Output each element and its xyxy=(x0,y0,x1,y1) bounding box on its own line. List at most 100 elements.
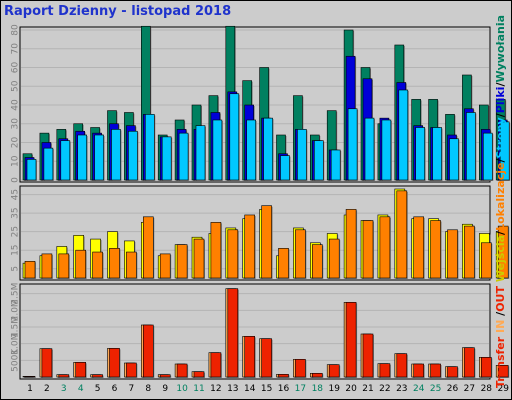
bar-transfer-out-26 xyxy=(447,366,458,378)
bar-visits-lokalizacje-5 xyxy=(92,251,103,279)
x-tick-label-day-26: 26 xyxy=(447,384,459,394)
x-tick-label-day-2: 2 xyxy=(44,384,50,394)
bar-visits-lokalizacje-1 xyxy=(24,261,36,279)
y-tick-label: 35 xyxy=(11,207,21,218)
bar-transfer-out-28 xyxy=(480,357,492,378)
x-tick-label-day-6: 6 xyxy=(112,384,118,394)
bar-visits-lokalizacje-26 xyxy=(447,229,458,279)
bar-visits-lokalizacje-9 xyxy=(159,253,171,279)
bar-hits-strony-25 xyxy=(432,127,442,181)
y-tick-label: 40 xyxy=(11,99,21,111)
bar-visits-lokalizacje-23 xyxy=(396,190,408,279)
bar-hits-strony-20 xyxy=(347,108,358,181)
bar-visits-lokalizacje-15 xyxy=(261,205,272,279)
y-tick-label: 1.5M xyxy=(11,316,21,338)
x-tick-label-day-25: 25 xyxy=(430,384,441,394)
side-legend-item: / xyxy=(494,82,507,87)
y-tick-label: 5 xyxy=(11,266,21,272)
bar-visits-lokalizacje-14 xyxy=(244,214,255,279)
y-tick-label: 45 xyxy=(11,189,21,200)
bar-hits-strony-11 xyxy=(195,125,206,181)
bar-transfer-out-12 xyxy=(210,352,222,378)
x-tick-label-day-17: 17 xyxy=(295,384,306,394)
bar-visits-lokalizacje-16 xyxy=(278,248,289,279)
bar-transfer-out-1 xyxy=(24,376,36,378)
bar-visits-lokalizacje-27 xyxy=(464,225,475,279)
bar-visits-lokalizacje-4 xyxy=(75,249,86,279)
bar-visits-lokalizacje-17 xyxy=(295,229,306,279)
bar-hits-strony-19 xyxy=(330,149,341,181)
y-tick-label: 2.5M xyxy=(11,283,21,305)
bar-transfer-out-2 xyxy=(41,348,53,378)
x-tick-label-day-10: 10 xyxy=(176,384,188,394)
bar-visits-lokalizacje-7 xyxy=(126,251,137,279)
side-legend-item: Pliki xyxy=(494,87,507,114)
bar-transfer-out-16 xyxy=(278,374,289,378)
x-tick-label-day-16: 16 xyxy=(278,384,290,394)
bar-hits-strony-27 xyxy=(466,112,476,181)
bar-hits-strony-18 xyxy=(313,140,324,181)
bar-visits-lokalizacje-11 xyxy=(193,238,205,279)
bar-hits-strony-3 xyxy=(60,140,71,181)
bar-hits-strony-12 xyxy=(212,119,223,181)
bar-visits-lokalizacje-20 xyxy=(345,209,357,279)
bar-hits-strony-13 xyxy=(229,93,240,181)
x-tick-label-day-11: 11 xyxy=(193,384,204,394)
bar-hits-strony-10 xyxy=(178,132,189,181)
bar-hits-strony-6 xyxy=(111,129,121,181)
bar-transfer-out-10 xyxy=(176,363,188,378)
bar-hits-strony-9 xyxy=(161,136,172,181)
bar-visits-lokalizacje-6 xyxy=(109,248,120,279)
bar-hits-strony-17 xyxy=(297,129,307,181)
x-tick-label-day-18: 18 xyxy=(312,384,324,394)
bar-visits-lokalizacje-10 xyxy=(176,244,188,279)
side-legend-item: Strony xyxy=(494,117,507,158)
bar-visits-lokalizacje-12 xyxy=(210,222,222,279)
bar-hits-strony-2 xyxy=(43,147,54,181)
x-tick-label-day-23: 23 xyxy=(396,384,407,394)
panel-hits: 0 10 20 30 40 50 60 70 80 xyxy=(11,24,511,183)
bar-visits-lokalizacje-13 xyxy=(227,229,239,279)
y-tick-label: 0 xyxy=(11,177,21,183)
y-tick-label: 1.0M xyxy=(11,333,21,355)
bar-visits-lokalizacje-2 xyxy=(41,253,53,279)
bar-transfer-out-25 xyxy=(430,363,441,378)
side-legend-item: OUT xyxy=(494,282,507,312)
side-legend-item: / xyxy=(494,112,507,117)
bar-transfer-out-17 xyxy=(295,359,306,378)
bar-transfer-out-29 xyxy=(497,365,509,378)
x-tick-label-day-7: 7 xyxy=(129,384,135,394)
bar-hits-strony-1 xyxy=(26,159,37,181)
bar-shadow xyxy=(26,377,36,378)
bar-hits-strony-26 xyxy=(449,138,459,181)
x-tick-label-day-24: 24 xyxy=(413,384,425,394)
bar-transfer-out-14 xyxy=(244,336,255,378)
x-tick-label-day-9: 9 xyxy=(162,384,168,394)
bar-hits-strony-21 xyxy=(364,117,375,181)
side-legend-item: / xyxy=(494,230,507,235)
chart-title: Raport Dzienny - listopad 2018 xyxy=(4,4,232,19)
y-tick-label: 50 xyxy=(11,80,21,92)
x-tick-label-day-19: 19 xyxy=(328,384,340,394)
bar-hits-strony-16 xyxy=(280,155,290,181)
bar-hits-strony-22 xyxy=(381,119,392,181)
bar-transfer-out-24 xyxy=(413,363,425,378)
y-tick-label: 10 xyxy=(11,155,21,167)
side-legend: Transfer IN /OUT Wejścia/Lokalizacje/Str… xyxy=(494,15,507,388)
bar-transfer-out-23 xyxy=(396,353,408,378)
bar-hits-strony-28 xyxy=(482,132,493,181)
panel-visits: 5 15 25 35 45 xyxy=(11,185,510,281)
x-tick-label-day-3: 3 xyxy=(61,384,67,394)
bar-transfer-out-4 xyxy=(75,362,86,378)
x-tick-label-day-4: 4 xyxy=(78,384,84,394)
bar-visits-lokalizacje-24 xyxy=(413,216,425,279)
bar-visits-lokalizacje-8 xyxy=(143,216,154,279)
x-tick-label-day-21: 21 xyxy=(362,384,373,394)
bar-transfer-out-22 xyxy=(379,363,391,378)
bar-hits-strony-5 xyxy=(94,134,104,181)
bar-visits-lokalizacje-18 xyxy=(311,244,323,279)
side-legend-item: Wejścia xyxy=(494,235,507,282)
bar-visits-lokalizacje-21 xyxy=(362,220,374,279)
x-tick-label-day-29: 29 xyxy=(497,384,509,394)
bar-visits-lokalizacje-29 xyxy=(497,225,509,279)
